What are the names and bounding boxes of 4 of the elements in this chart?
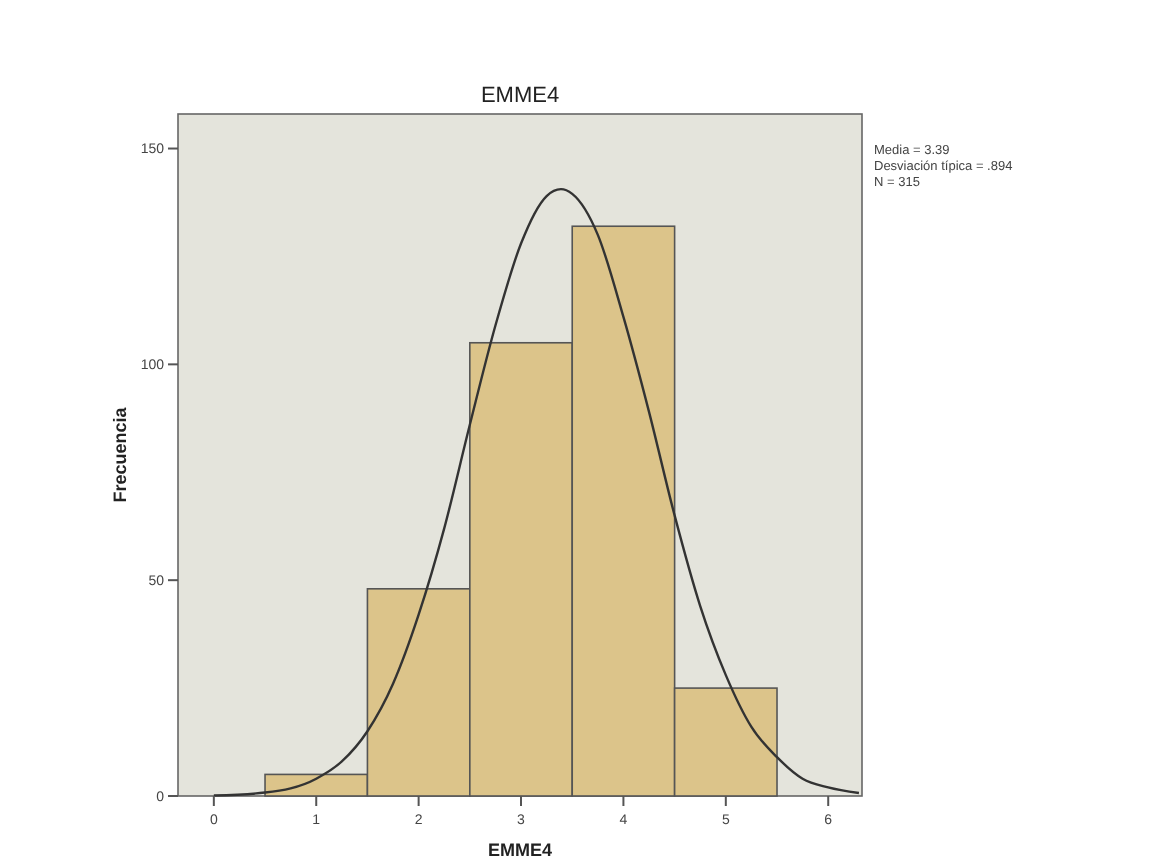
chart-title: EMME4 <box>480 84 560 108</box>
x-axis-title: EMME4 <box>487 840 553 860</box>
y-axis-title: Frecuencia <box>110 405 130 503</box>
line-series <box>212 187 861 797</box>
